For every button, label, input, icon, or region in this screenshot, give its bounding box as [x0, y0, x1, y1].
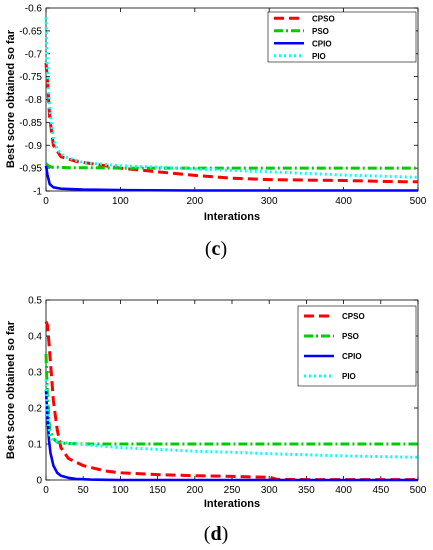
series-line-cpio — [44, 165, 418, 192]
panel-letter: d — [210, 523, 221, 545]
y-tick-label: 0 — [36, 476, 42, 487]
y-tick-label: -0.85 — [19, 118, 42, 129]
panel-caption: (d) — [204, 523, 228, 545]
x-tick-label: 500 — [410, 196, 427, 207]
x-tick-label: 350 — [298, 485, 315, 496]
series-line-pso — [44, 162, 418, 170]
panel-paren: ( — [204, 523, 211, 545]
chart-d: 0 50 100 150 200 250 300 350 400 450 500 0 0.1 0.2 0.3… — [5, 296, 427, 546]
chart-c: 0 100 200 300 400 500 -0.6 -0.65 -0.7 -0.75 -0.8 -0… — [5, 4, 427, 261]
x-tick-label: 0 — [43, 485, 49, 496]
x-tick-label: 200 — [186, 485, 203, 496]
panel-paren: ) — [220, 238, 227, 260]
x-tick-label: 100 — [112, 196, 129, 207]
x-tick-label: 50 — [78, 485, 90, 496]
x-tick-label: 0 — [43, 196, 49, 207]
legend-label-pio: PIO — [312, 52, 326, 61]
panel-caption: (c) — [205, 238, 227, 260]
y-tick-label: 0.1 — [28, 440, 42, 451]
y-tick-label: 0.5 — [28, 296, 42, 307]
y-tick-label: -0.95 — [19, 164, 42, 175]
panel-paren: ( — [205, 238, 212, 260]
y-axis-label: Best score obtained so far — [5, 320, 17, 459]
legend-label-pso: PSO — [312, 27, 329, 36]
x-tick-label: 500 — [410, 485, 427, 496]
x-tick-label: 450 — [372, 485, 389, 496]
panel-paren: ) — [222, 523, 229, 545]
x-tick-label: 150 — [149, 485, 166, 496]
y-tick-label: 0.4 — [28, 332, 42, 343]
y-tick-label: -0.9 — [25, 141, 43, 152]
x-tick-label: 400 — [335, 485, 352, 496]
series-line-cpio — [44, 389, 418, 482]
x-tick-label: 300 — [261, 196, 278, 207]
y-tick-label: 0.3 — [28, 368, 42, 379]
legend-label-pso: PSO — [342, 332, 359, 341]
y-tick-label: -0.8 — [25, 95, 43, 106]
y-tick-label: -0.6 — [25, 4, 43, 15]
legend-label-pio: PIO — [342, 372, 356, 381]
y-tick-label: 0.2 — [28, 404, 42, 415]
legend-box — [297, 305, 417, 387]
x-tick-label: 250 — [224, 485, 241, 496]
x-tick-label: 200 — [186, 196, 203, 207]
legend-label-cpio: CPIO — [312, 39, 332, 48]
y-axis-label: Best score obtained so far — [5, 29, 17, 168]
y-tick-label: -0.75 — [19, 72, 42, 83]
x-axis-label: Interations — [204, 211, 260, 223]
panel-letter: c — [212, 238, 221, 260]
y-tick-label: -1 — [33, 187, 42, 198]
legend-box — [267, 11, 417, 63]
legend-label-cpso: CPSO — [312, 14, 335, 23]
legend-label-cpso: CPSO — [342, 312, 365, 321]
x-axis-label: Interations — [204, 498, 260, 510]
y-tick-label: -0.7 — [25, 49, 43, 60]
x-tick-label: 100 — [112, 485, 129, 496]
x-tick-label: 300 — [261, 485, 278, 496]
legend-label-cpio: CPIO — [342, 352, 362, 361]
y-tick-label: -0.65 — [19, 26, 42, 37]
x-tick-label: 400 — [335, 196, 352, 207]
